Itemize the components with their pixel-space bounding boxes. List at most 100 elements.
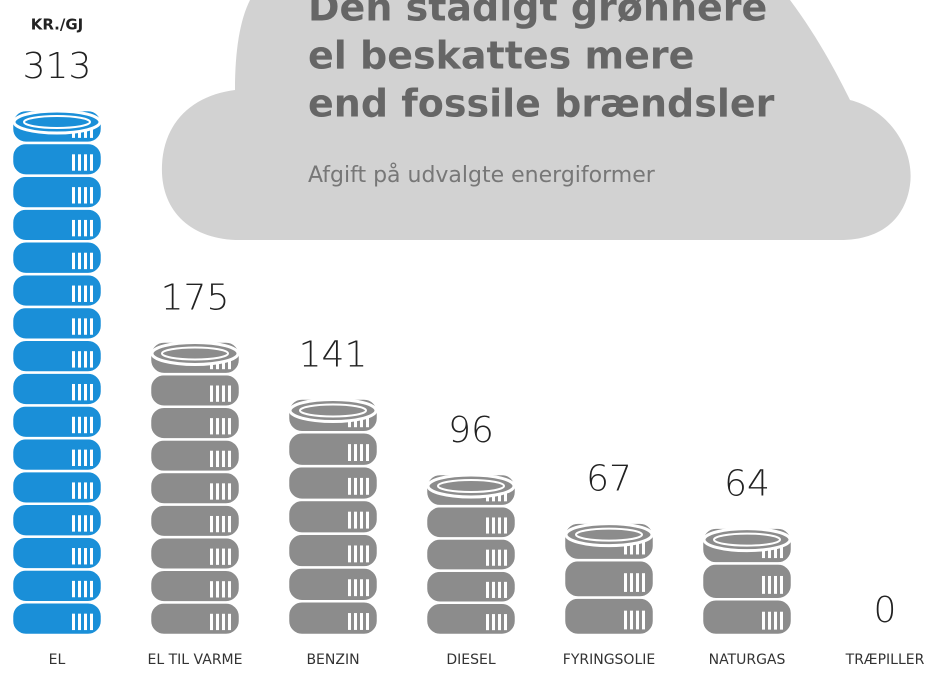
coin-stack [10,108,104,637]
title-line: end fossile brændsler [308,82,775,126]
coin-ridge [366,410,369,428]
coin-ridge [210,385,213,402]
coin-ridge [222,418,225,435]
coin-ridge [354,511,357,529]
coin-ridge [72,219,75,237]
coin-top-inner [161,346,229,361]
coin-ridge [360,613,363,630]
coin-ridge [90,318,93,335]
coin [10,141,104,177]
category-label: EL [49,652,66,668]
coin-ridge [216,483,219,500]
coin [10,436,104,473]
title-line: Den stadigt grønnere [308,0,767,30]
coin [148,438,242,474]
value-label: 313 [23,46,92,87]
coin-top [564,522,654,548]
value-label: 67 [586,459,632,500]
value-label: 0 [874,590,897,631]
coin-ridge [360,511,363,529]
coin-ridge [90,580,93,598]
coin-ridge [504,581,507,598]
coin-stack [424,472,518,637]
coin-ridge [354,579,357,597]
coin-ridge [90,219,93,237]
unit-label: KR./GJ [31,16,84,34]
coin-ridge [90,515,93,532]
coin [148,372,242,408]
coin-ridge [486,614,489,631]
coin-ridge [492,517,495,534]
coin-ridge [90,482,93,499]
coin [148,568,242,604]
coin-ridge [348,444,351,462]
cloud [161,0,911,240]
coin [10,207,104,243]
coin-ridge [72,154,75,171]
coin-ridge [78,482,81,499]
coin-ridge [216,515,219,533]
coin-top-inner [575,527,643,542]
coin-ridge [348,613,351,630]
coin [562,558,656,599]
coin [10,502,104,538]
coin-ridge [360,545,363,563]
coin-ridge [504,517,507,534]
coin-ridge [366,613,369,630]
coin-ridge [492,549,495,566]
coin-ridge [228,418,231,435]
coin-ridge [90,416,93,434]
coin-ridge [90,613,93,631]
coin-ridge [492,614,495,631]
coin-ridge [222,581,225,598]
coin-ridge [348,545,351,563]
coin-ridge [216,581,219,598]
coin-ridge [72,580,75,598]
coin-ridge [78,449,81,467]
coin-ridge [780,575,783,594]
coin [424,601,518,637]
coin [10,600,104,637]
coin [700,562,794,601]
category-label: DIESEL [446,652,495,668]
coin-ridge [762,575,765,594]
coin-ridge [498,549,501,566]
coin-ridge [90,285,93,302]
coin-ridge [354,613,357,630]
coin-ridge [366,477,369,495]
coin-ridge [228,548,231,565]
coin-ridge [498,581,501,598]
coin [424,504,518,540]
coin-ridge [504,549,507,566]
coin-ridge [774,611,777,630]
coin-ridge [78,548,81,565]
coin [286,464,380,502]
coin-ridge [72,318,75,335]
category-label: NATURGAS [709,652,786,668]
coin [424,537,518,572]
coin-ridge [210,548,213,565]
coin [10,568,104,604]
coin-ridge [84,285,87,302]
coin-ridge [78,285,81,302]
coin-ridge [630,573,633,592]
value-label: 64 [724,464,770,505]
coin-ridge [78,154,81,171]
coin-ridge [486,581,489,598]
coin-ridge [228,483,231,500]
coin-ridge [360,477,363,495]
coin-ridge [72,548,75,565]
coin-ridge [366,511,369,529]
coin-ridge [222,385,225,402]
coin-ridge [222,613,225,631]
coin [148,535,242,572]
coin-ridge [216,548,219,565]
coin-ridge [72,285,75,302]
coin-ridge [72,482,75,499]
coin-ridge [72,252,75,270]
coin-ridge [222,483,225,500]
coin-ridge [636,535,639,555]
value-label: 96 [448,410,494,451]
category-label: EL TIL VARME [148,652,243,668]
